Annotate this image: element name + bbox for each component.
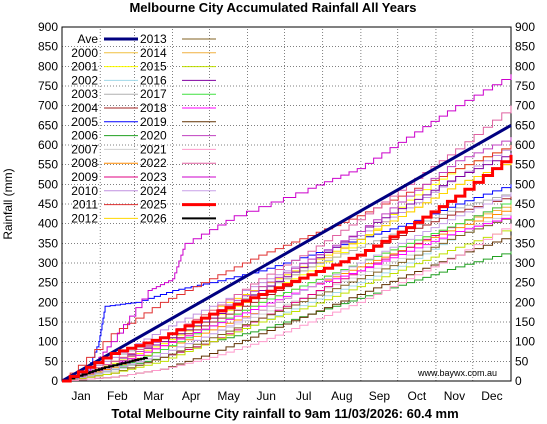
x-tick-label-jul: Jul xyxy=(296,389,311,403)
x-tick-label-feb: Feb xyxy=(107,389,128,403)
y-tick-label-right: 50 xyxy=(515,354,529,368)
legend-label-2005: 2005 xyxy=(71,115,98,129)
series-line-2015 xyxy=(62,227,512,382)
legend-label-2003: 2003 xyxy=(71,87,98,101)
legend-label-2023: 2023 xyxy=(140,170,167,184)
x-tick-label-jun: Jun xyxy=(257,389,276,403)
legend-label-2024: 2024 xyxy=(140,184,167,198)
y-tick-label: 500 xyxy=(38,177,58,191)
legend-label-2006: 2006 xyxy=(71,129,98,143)
y-tick-label: 800 xyxy=(38,59,58,73)
x-tick-label-dec: Dec xyxy=(481,389,502,403)
y-tick-label-right: 550 xyxy=(515,158,535,172)
series-line-2023 xyxy=(62,74,512,382)
y-tick-label-right: 650 xyxy=(515,118,535,132)
y-tick-label: 50 xyxy=(45,354,59,368)
y-tick-label-right: 250 xyxy=(515,276,535,290)
series-line-ave xyxy=(61,124,512,383)
legend-label-2018: 2018 xyxy=(140,101,167,115)
legend-label-2019: 2019 xyxy=(140,115,167,129)
y-tick-label: 700 xyxy=(38,99,58,113)
x-tick-label-nov: Nov xyxy=(444,389,465,403)
legend-label-2010: 2010 xyxy=(71,184,98,198)
y-tick-label-right: 700 xyxy=(515,99,535,113)
x-tick-label-aug: Aug xyxy=(331,389,352,403)
y-tick-label: 600 xyxy=(38,138,58,152)
y-tick-label-right: 350 xyxy=(515,236,535,250)
y-tick-label: 750 xyxy=(38,79,58,93)
legend-label-2002: 2002 xyxy=(71,73,98,87)
y-tick-label-right: 400 xyxy=(515,217,535,231)
legend-label-2009: 2009 xyxy=(71,170,98,184)
x-tick-label-sep: Sep xyxy=(369,389,391,403)
legend-label-2014: 2014 xyxy=(140,46,167,60)
series-line-2025 xyxy=(62,154,513,383)
y-tick-label-right: 150 xyxy=(515,315,535,329)
y-tick-labels-right: 0 50 100 150 200 250 300 350 400 450 500 550 600 650 7… xyxy=(515,20,535,388)
y-tick-label: 450 xyxy=(38,197,58,211)
legend-label-2021: 2021 xyxy=(140,142,167,156)
series-lines xyxy=(61,74,513,383)
y-tick-label-right: 850 xyxy=(515,40,535,54)
y-tick-label-right: 500 xyxy=(515,177,535,191)
y-tick-label: 350 xyxy=(38,236,58,250)
y-tick-label: 250 xyxy=(38,276,58,290)
y-tick-label: 150 xyxy=(38,315,58,329)
y-tick-labels-left: 0 50 100 150 200 250 300 350 400 450 500 550 600 650 7… xyxy=(38,20,58,388)
legend-label-2015: 2015 xyxy=(140,60,167,74)
y-tick-label: 100 xyxy=(38,335,58,349)
chart-title: Melbourne City Accumulated Rainfall All … xyxy=(129,0,416,15)
legend-label-2022: 2022 xyxy=(140,156,167,170)
legend-label-2007: 2007 xyxy=(71,142,98,156)
legend-label-2020: 2020 xyxy=(140,129,167,143)
y-tick-label-right: 750 xyxy=(515,79,535,93)
footer-total: Total Melbourne City rainfall to 9am 11/… xyxy=(111,406,458,421)
legend-label-2012: 2012 xyxy=(71,211,98,225)
y-tick-label: 850 xyxy=(38,40,58,54)
y-tick-label: 550 xyxy=(38,158,58,172)
legend-label-ave: Ave xyxy=(78,32,99,46)
legend-label-2026: 2026 xyxy=(140,211,167,225)
legend-label-2008: 2008 xyxy=(71,156,98,170)
y-tick-label-right: 0 xyxy=(515,374,522,388)
legend-label-2025: 2025 xyxy=(140,198,167,212)
y-tick-label: 300 xyxy=(38,256,58,270)
legend-label-2004: 2004 xyxy=(71,101,98,115)
legend-label-2013: 2013 xyxy=(140,32,167,46)
y-tick-label: 400 xyxy=(38,217,58,231)
legend-label-2016: 2016 xyxy=(140,73,167,87)
credit-text: www.baywx.com.au xyxy=(417,368,497,378)
y-tick-label-right: 450 xyxy=(515,197,535,211)
y-tick-label: 650 xyxy=(38,118,58,132)
y-tick-label: 200 xyxy=(38,295,58,309)
y-tick-label-right: 100 xyxy=(515,335,535,349)
y-tick-label-right: 600 xyxy=(515,138,535,152)
y-tick-label-right: 300 xyxy=(515,256,535,270)
legend: Ave2000200120022003200420052006200720082… xyxy=(71,32,216,225)
y-tick-label-right: 900 xyxy=(515,20,535,34)
legend-label-2017: 2017 xyxy=(140,87,167,101)
legend-label-2001: 2001 xyxy=(71,60,98,74)
x-tick-labels: Jan Feb Mar Apr May Jun Jul Aug Sep Oct Nov Dec xyxy=(71,389,502,403)
x-tick-label-apr: Apr xyxy=(182,389,201,403)
y-tick-label-right: 800 xyxy=(515,59,535,73)
y-tick-label: 0 xyxy=(51,374,58,388)
x-tick-label-oct: Oct xyxy=(408,389,427,403)
y-axis-label: Rainfall (mm) xyxy=(1,168,15,239)
series-line-2021 xyxy=(62,223,512,382)
x-tick-label-jan: Jan xyxy=(71,389,90,403)
y-tick-label-right: 200 xyxy=(515,295,535,309)
y-tick-label: 900 xyxy=(38,20,58,34)
legend-label-2000: 2000 xyxy=(71,46,98,60)
legend-label-2011: 2011 xyxy=(72,198,98,212)
x-tick-label-may: May xyxy=(217,389,240,403)
x-tick-label-mar: Mar xyxy=(143,389,164,403)
series-line-2013 xyxy=(62,215,512,382)
